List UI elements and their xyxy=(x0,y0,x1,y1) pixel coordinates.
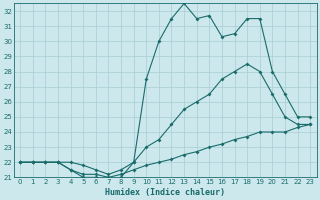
X-axis label: Humidex (Indice chaleur): Humidex (Indice chaleur) xyxy=(105,188,225,197)
